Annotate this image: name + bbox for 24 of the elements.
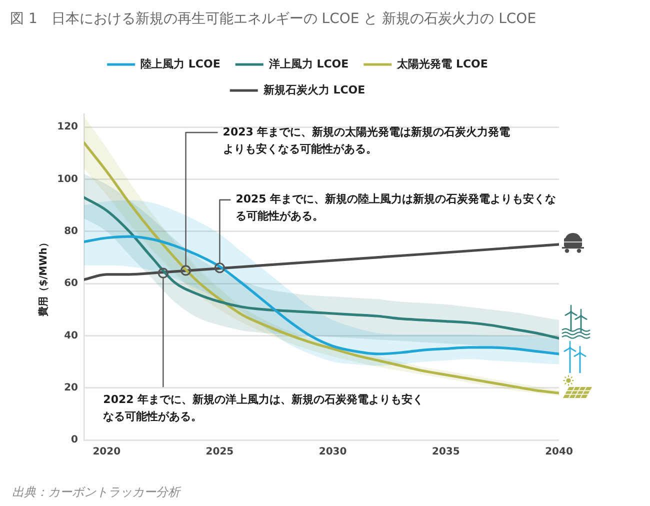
line-series (84, 243, 559, 281)
y-tick-label: 120 (57, 122, 78, 133)
source-note: 出典：カーボントラッカー分析 (12, 484, 180, 500)
y-tick-label: 80 (64, 226, 78, 237)
x-tick-label: 2025 (206, 446, 234, 458)
legend-label: 陸上風力 LCOE (140, 57, 220, 70)
y-tick-label: 20 (64, 382, 78, 394)
annotation: 2023 年までに、新規の太陽光発電は新規の石炭火力発電よりも安くなる可能性がある。 (222, 125, 510, 156)
y-tick-label: 40 (64, 330, 78, 342)
x-tick-label: 2020 (92, 446, 121, 458)
y-tick-label: 100 (57, 174, 78, 185)
x-tick-label: 2035 (432, 446, 460, 458)
y-tick-label: 60 (64, 278, 78, 290)
x-tick-label: 2030 (318, 446, 347, 458)
line-series (84, 235, 559, 356)
x-tick-label: 2040 (545, 446, 573, 458)
annotation: 2022 年までに、新規の洋上風力は、新規の石炭発電よりも安くなる可能性がある。 (103, 392, 424, 423)
legend-label: 太陽光発電 LCOE (396, 57, 488, 70)
annotation: 2025 年までに、新規の陸上風力は新規の石炭発電よりも安くなる可能性がある。 (236, 192, 556, 223)
legend-label: 新規石炭火力 LCOE (262, 83, 366, 96)
y-axis-title: 費用（$/MWh） (38, 238, 50, 318)
chart-title: 図 1 日本における新規の再生可能エネルギーの LCOE と 新規の石炭火力の LCOE (10, 10, 536, 28)
legend-label: 洋上風力 LCOE (268, 57, 349, 70)
y-tick-label: 0 (71, 434, 78, 446)
